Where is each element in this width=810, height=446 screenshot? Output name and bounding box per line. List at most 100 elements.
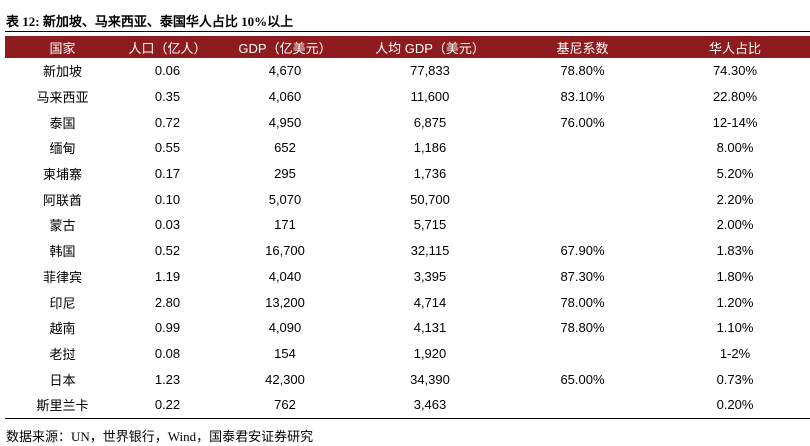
table-row: 韩国 0.52 16,700 32,115 67.90% 1.83% <box>5 238 810 264</box>
value-cell: 4,090 <box>268 320 302 336</box>
value-cell: 0.72 <box>154 114 181 130</box>
value-cell: 6,875 <box>413 114 447 130</box>
value-cell: 0.55 <box>154 140 181 156</box>
table-row: 印尼 2.80 13,200 4,714 78.00% 1.20% <box>5 289 810 315</box>
country-cell: 新加坡 <box>42 64 82 80</box>
value-cell: 87.30% <box>560 268 605 284</box>
value-cell: 0.08 <box>154 345 181 361</box>
value-cell <box>505 135 660 161</box>
value-cell: 13,200 <box>265 294 305 310</box>
value-cell: 78.00% <box>560 294 605 310</box>
value-cell: 1,920 <box>413 345 447 361</box>
value-cell: 0.10 <box>154 191 181 207</box>
value-cell: 5.20% <box>716 166 754 182</box>
header-cell: 人均 GDP（美元） <box>355 36 505 58</box>
value-cell: 65.00% <box>560 371 605 387</box>
value-cell: 0.73% <box>716 371 754 387</box>
value-cell: 762 <box>215 391 355 419</box>
table-row: 缅甸 0.55 652 1,186 8.00% <box>5 135 810 161</box>
value-cell: 171 <box>274 217 296 233</box>
table-row: 新加坡 0.06 4,670 77,833 78.80% 74.30% <box>5 58 810 84</box>
country-cell: 马来西亚 <box>36 90 89 106</box>
value-cell <box>505 186 660 212</box>
value-cell: 22.80% <box>712 89 758 105</box>
value-cell: 8.00% <box>716 140 754 156</box>
table-row: 斯里兰卡 0.22 762 3,463 0.20% <box>5 391 810 419</box>
value-cell <box>505 161 660 187</box>
table-row: 柬埔寨 0.17 295 1,736 5.20% <box>5 161 810 187</box>
value-cell: 42,300 <box>265 371 305 387</box>
country-cell: 斯里兰卡 <box>5 391 120 419</box>
header-cell: 华人占比 <box>660 36 810 58</box>
table-title: 表 12: 新加坡、马来西亚、泰国华人占比 10%以上 <box>6 14 294 29</box>
value-cell <box>505 212 660 238</box>
value-cell: 2.00% <box>716 217 754 233</box>
value-cell: 4,670 <box>268 63 302 79</box>
country-cell: 泰国 <box>49 115 76 131</box>
value-cell: 34,390 <box>410 371 450 387</box>
country-cell: 蒙古 <box>49 218 76 234</box>
value-cell: 50,700 <box>410 191 450 207</box>
value-cell: 0.52 <box>154 243 181 259</box>
value-cell: 0.35 <box>154 89 181 105</box>
value-cell: 3,463 <box>355 391 505 419</box>
value-cell: 5,070 <box>268 191 302 207</box>
value-cell: 1.20% <box>716 294 754 310</box>
value-cell: 0.06 <box>154 63 181 79</box>
value-cell: 2.20% <box>716 191 754 207</box>
value-cell: 11,600 <box>410 89 450 105</box>
country-cell: 韩国 <box>49 244 76 260</box>
value-cell: 0.03 <box>154 217 181 233</box>
data-table: 国家 人口（亿人） GDP（亿美元） 人均 GDP（美元） 基尼系数 华人占比 新加坡 0.… <box>5 36 810 419</box>
table-row: 越南 0.99 4,090 4,131 78.80% 1.10% <box>5 315 810 341</box>
country-cell: 日本 <box>49 372 76 388</box>
value-cell: 1.10% <box>716 320 754 336</box>
value-cell: 77,833 <box>410 63 450 79</box>
table-row: 菲律宾 1.19 4,040 3,395 87.30% 1.80% <box>5 264 810 290</box>
value-cell: 652 <box>274 140 296 156</box>
table-row: 泰国 0.72 4,950 6,875 76.00% 12-14% <box>5 109 810 135</box>
country-cell: 越南 <box>49 321 76 337</box>
value-cell: 83.10% <box>560 89 605 105</box>
value-cell: 0.20% <box>660 391 810 419</box>
value-cell: 295 <box>274 166 296 182</box>
value-cell: 67.90% <box>560 243 605 259</box>
table-row: 老挝 0.08 154 1,920 1-2% <box>5 341 810 367</box>
source-note: 数据来源：UN，世界银行，Wind，国泰君安证券研究 <box>6 429 314 444</box>
table-row: 阿联酋 0.10 5,070 50,700 2.20% <box>5 186 810 212</box>
header-cell: GDP（亿美元） <box>215 36 355 58</box>
header-cell: 国家 <box>5 36 120 58</box>
value-cell <box>505 341 660 367</box>
value-cell <box>505 391 660 419</box>
country-cell: 缅甸 <box>49 141 76 157</box>
country-cell: 老挝 <box>49 346 76 362</box>
value-cell: 4,950 <box>268 114 302 130</box>
country-cell: 菲律宾 <box>42 269 82 285</box>
value-cell: 5,715 <box>413 217 447 233</box>
header-cell: 人口（亿人） <box>120 36 215 58</box>
value-cell: 12-14% <box>712 114 758 130</box>
value-cell: 1.83% <box>716 243 754 259</box>
table-row: 日本 1.23 42,300 34,390 65.00% 0.73% <box>5 366 810 392</box>
country-cell: 印尼 <box>49 295 76 311</box>
value-cell: 1,736 <box>413 166 447 182</box>
value-cell: 154 <box>274 345 296 361</box>
title-rule <box>5 31 810 32</box>
value-cell: 1,186 <box>413 140 447 156</box>
value-cell: 78.80% <box>560 63 605 79</box>
country-cell: 柬埔寨 <box>42 167 82 183</box>
value-cell: 32,115 <box>410 243 450 259</box>
value-cell: 4,131 <box>413 320 447 336</box>
value-cell: 16,700 <box>265 243 305 259</box>
value-cell: 1-2% <box>719 345 751 361</box>
value-cell: 3,395 <box>413 268 447 284</box>
value-cell: 0.99 <box>154 320 181 336</box>
value-cell: 78.80% <box>560 320 605 336</box>
value-cell: 2.80 <box>154 294 181 310</box>
header-cell: 基尼系数 <box>505 36 660 58</box>
table-row: 马来西亚 0.35 4,060 11,600 83.10% 22.80% <box>5 84 810 110</box>
table-body: 新加坡 0.06 4,670 77,833 78.80% 74.30% 马来西亚 0.35 4,… <box>5 58 810 419</box>
value-cell: 4,714 <box>413 294 447 310</box>
value-cell: 1.23 <box>154 371 181 387</box>
